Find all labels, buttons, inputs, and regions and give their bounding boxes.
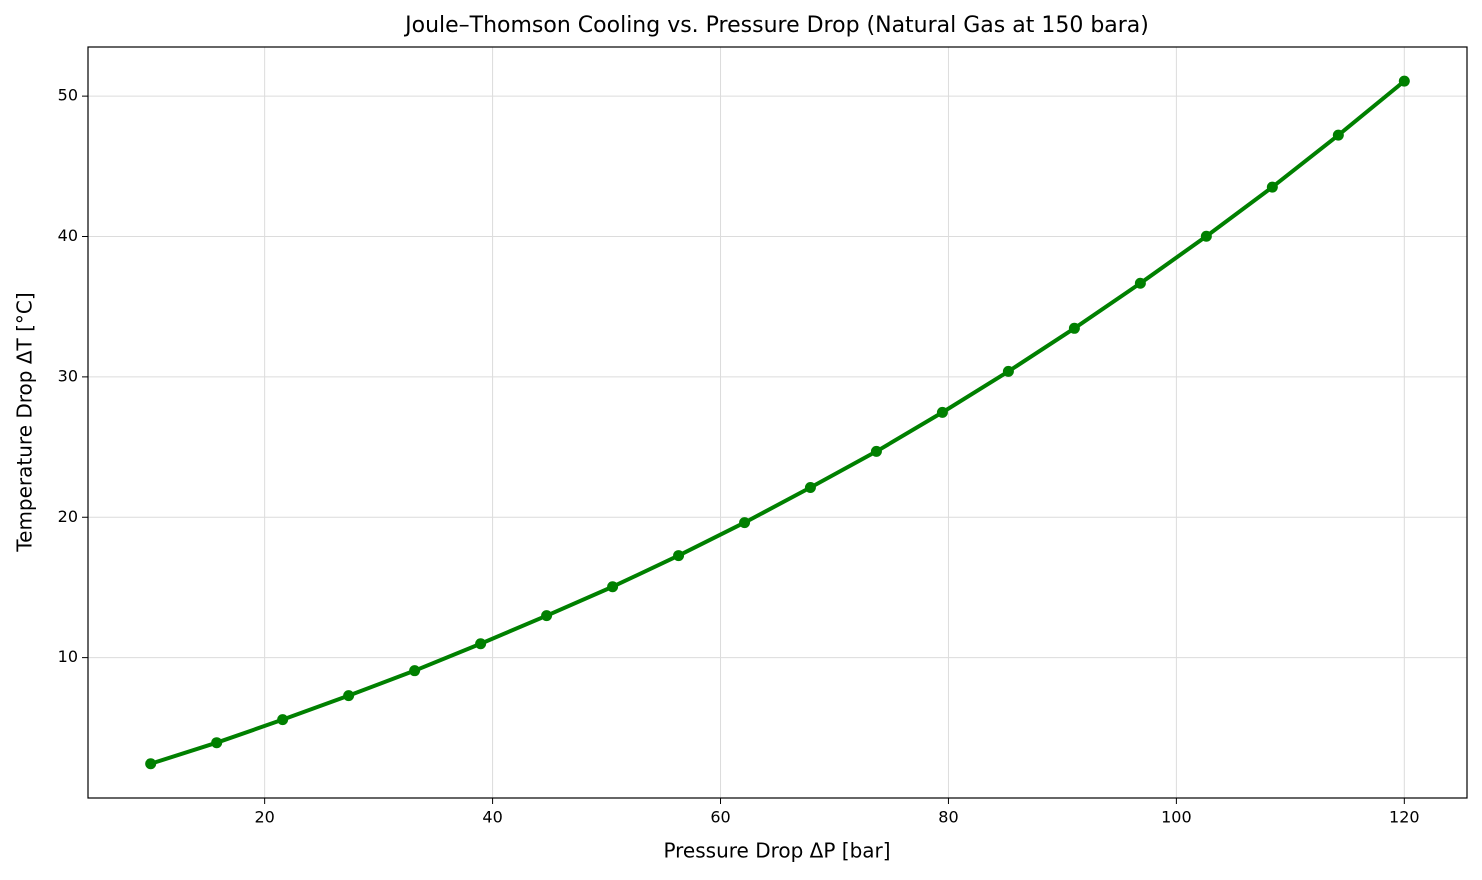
data-point [739, 517, 751, 529]
x-tick-label: 40 [482, 808, 502, 827]
data-point [277, 714, 289, 726]
data-line [150, 79, 1406, 766]
y-axis-label: Temperature Drop ΔT [°C] [13, 292, 37, 552]
data-point [1068, 322, 1080, 334]
data-point [804, 481, 816, 493]
x-tick-label: 100 [1161, 808, 1192, 827]
plot-frame [87, 46, 1468, 799]
x-axis-label: Pressure Drop ΔP [bar] [663, 839, 890, 863]
data-point [541, 610, 553, 622]
y-tick-label: 10 [58, 647, 78, 666]
chart-title: Joule–Thomson Cooling vs. Pressure Drop … [403, 13, 1149, 38]
x-tick-label: 80 [938, 808, 958, 827]
data-point [1398, 75, 1410, 87]
x-tick-label: 60 [710, 808, 730, 827]
data-point [409, 665, 421, 677]
data-point [607, 581, 619, 593]
x-tick-label: 20 [254, 808, 274, 827]
data-point [870, 445, 882, 457]
data-point [1200, 230, 1212, 242]
data-point [936, 406, 948, 418]
x-tick-label: 120 [1389, 808, 1420, 827]
data-point [673, 550, 685, 562]
data-point [475, 638, 487, 650]
data-point [1266, 181, 1278, 193]
data-point [1002, 365, 1014, 377]
data-point [343, 690, 355, 702]
y-tick-label: 50 [58, 86, 78, 105]
data-point [1134, 277, 1146, 289]
y-tick-label: 40 [58, 226, 78, 245]
y-tick-label: 20 [58, 507, 78, 526]
data-point [211, 737, 223, 749]
data-point [1332, 129, 1344, 141]
y-tick-label: 30 [58, 366, 78, 385]
data-point [145, 758, 157, 770]
